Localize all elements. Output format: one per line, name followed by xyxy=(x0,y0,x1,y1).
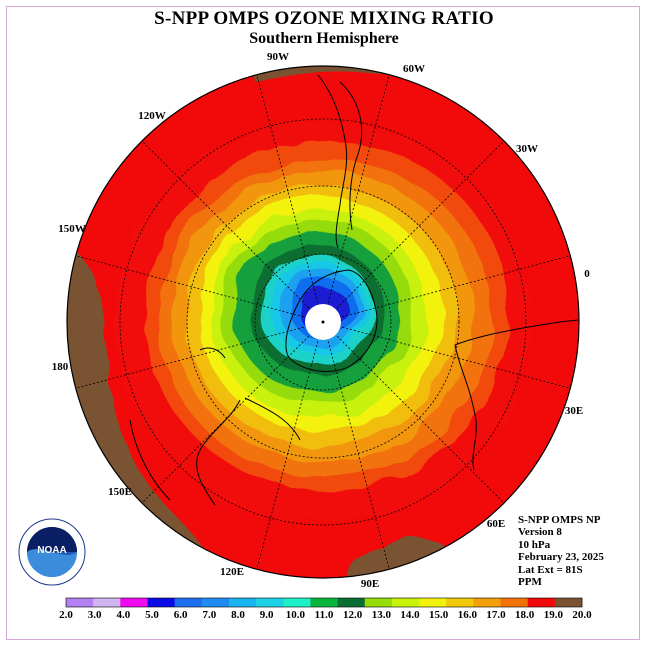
noaa-logo: NOAA xyxy=(18,518,86,586)
colorbar-cell xyxy=(527,598,556,607)
longitude-label: 0 xyxy=(584,268,590,280)
meridian-line xyxy=(322,321,390,570)
colorbar-cell xyxy=(446,598,474,607)
noaa-logo-text: NOAA xyxy=(37,545,66,556)
new-zealand-coast xyxy=(129,419,171,501)
longitude-label: 90W xyxy=(267,51,289,63)
colorbar-cell xyxy=(256,598,284,607)
map-boundary xyxy=(66,65,580,579)
colorbar-tick-label: 4.0 xyxy=(116,609,130,621)
colorbar-tick-label: 7.0 xyxy=(202,609,216,621)
longitude-label: 60W xyxy=(403,63,425,75)
colorbar-cell xyxy=(337,598,366,607)
meridian-line xyxy=(141,140,324,323)
longitude-label: 150W xyxy=(58,223,86,235)
info-panel: S-NPP OMPS NP Version 8 10 hPa February … xyxy=(518,514,604,588)
colorbar-tick-label: 12.0 xyxy=(343,609,363,621)
colorbar-tick-label: 20.0 xyxy=(572,609,592,621)
meridian-line xyxy=(256,321,324,570)
colorbar-cell xyxy=(500,598,528,607)
colorbar-tick-label: 13.0 xyxy=(372,609,392,621)
map-subtitle: Southern Hemisphere xyxy=(249,30,399,47)
colorbar-cell xyxy=(93,598,121,607)
meridian-line xyxy=(141,321,324,504)
pole-marker xyxy=(321,320,325,324)
colorbar-cell xyxy=(473,598,501,607)
longitude-label: 30E xyxy=(565,405,583,417)
meridian-line xyxy=(256,74,324,323)
units-label: PPM xyxy=(518,576,542,589)
colorbar-tick-label: 11.0 xyxy=(315,609,334,621)
meridian-line xyxy=(322,140,505,323)
colorbar-cell xyxy=(228,598,257,607)
map-title: S-NPP OMPS OZONE MIXING RATIO xyxy=(154,8,494,29)
high-ozone-region-north xyxy=(250,66,420,82)
colorbar-cell xyxy=(66,598,94,607)
colorbar-cell xyxy=(201,598,230,607)
version-label: Version 8 xyxy=(518,526,562,539)
meridian-line xyxy=(322,321,505,504)
colorbar-tick-label: 5.0 xyxy=(145,609,159,621)
colorbar-tick-label: 9.0 xyxy=(260,609,274,621)
meridian-line xyxy=(322,255,571,323)
longitude-label: 30W xyxy=(516,143,538,155)
colorbar-cell xyxy=(147,598,175,607)
colorbar-tick-label: 6.0 xyxy=(174,609,188,621)
meridian-line xyxy=(322,321,571,389)
colorbar-tick-label: 16.0 xyxy=(458,609,478,621)
longitude-label: 150E xyxy=(108,486,132,498)
colorbar-tick-label: 17.0 xyxy=(486,609,506,621)
colorbar-tick-label: 15.0 xyxy=(429,609,449,621)
lat-extent-label: Lat Ext = 81S xyxy=(518,563,583,576)
graticule xyxy=(75,74,571,570)
longitude-label: 60E xyxy=(487,518,505,530)
meridian-line xyxy=(75,321,324,389)
instrument-label: S-NPP OMPS NP xyxy=(518,514,601,526)
coastlines xyxy=(129,74,579,506)
meridian-line xyxy=(322,74,390,323)
colorbar-frame xyxy=(65,597,583,608)
antarctica-coast xyxy=(285,269,378,372)
colorbar-cell xyxy=(120,598,148,607)
colorbar-tick-label: 2.0 xyxy=(59,609,73,621)
longitude-label: 120E xyxy=(220,566,244,578)
colorbar-tick-label: 8.0 xyxy=(231,609,245,621)
colorbar-tick-label: 3.0 xyxy=(88,609,102,621)
longitude-label: 180 xyxy=(52,361,69,373)
longitude-label: 90E xyxy=(361,578,379,590)
colorbar-cell xyxy=(310,598,338,607)
colorbar-cell xyxy=(554,598,583,607)
colorbar-cell xyxy=(364,598,393,607)
colorbar-cell xyxy=(391,598,420,607)
africa-coast xyxy=(454,319,579,346)
colorbar-cell xyxy=(283,598,311,607)
colorbar-tick-label: 14.0 xyxy=(400,609,420,621)
colorbar-tick-label: 10.0 xyxy=(286,609,306,621)
pressure-level-label: 10 hPa xyxy=(518,538,551,551)
colorbar-tick-label: 18.0 xyxy=(515,609,535,621)
colorbar-cell xyxy=(174,598,203,607)
colorbar-cell xyxy=(419,598,447,607)
date-label: February 23, 2025 xyxy=(518,551,604,564)
colorbar-tick-label: 19.0 xyxy=(544,609,564,621)
meridian-line xyxy=(75,255,324,323)
longitude-label: 120W xyxy=(138,110,166,122)
image-frame xyxy=(6,6,640,640)
south-america-coast xyxy=(317,74,348,249)
